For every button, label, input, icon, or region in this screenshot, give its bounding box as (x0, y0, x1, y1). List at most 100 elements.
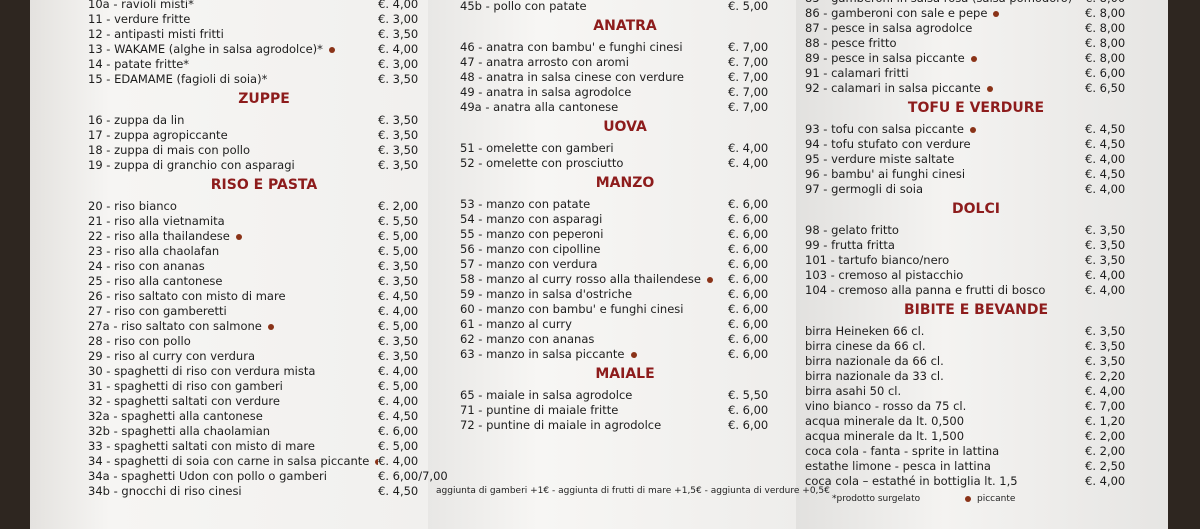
menu-item: 12 - antipasti misti fritti €. 3,50 (88, 26, 440, 41)
item-name: birra cinese da 66 cl. (805, 338, 926, 353)
item-name: 72 - puntine di maiale in agrodolce (460, 417, 662, 432)
item-price: €. 7,00 (728, 54, 769, 69)
menu-column: 10a - ravioli misti* €. 4,00 11 - verdure … (88, 0, 448, 498)
menu-item: 101 - tartufo bianco/nero €. 3,50 (805, 252, 1147, 267)
item-name: 58 - manzo al curry rosso alla thailende… (460, 271, 701, 286)
item-name-wrap: birra cinese da 66 cl. (805, 339, 1085, 353)
menu-item: 10a - ravioli misti* €. 4,00 (88, 0, 440, 11)
item-name: 54 - manzo con asparagi (460, 211, 603, 226)
menu-item: 49a - anatra alla cantonese €. 7,00 (460, 99, 790, 114)
item-name: 32a - spaghetti alla cantonese (88, 408, 263, 423)
menu-item: 11 - verdure fritte €. 3,00 (88, 11, 440, 26)
menu-item: 96 - bambu' ai funghi cinesi €. 4,50 (805, 166, 1147, 181)
item-name-wrap: birra Heineken 66 cl. (805, 324, 1085, 338)
item-name-wrap: 14 - patate fritte* (88, 57, 378, 71)
menu-item: 60 - manzo con bambu' e funghi cinesi €. … (460, 301, 790, 316)
menu-item: 86 - gamberoni con sale e pepe €. 8,00 (805, 5, 1147, 20)
item-name-wrap: birra asahi 50 cl. (805, 384, 1085, 398)
menu-item: 34 - spaghetti di soia con carne in sals… (88, 453, 440, 468)
menu-item: 21 - riso alla vietnamita €. 5,50 (88, 213, 440, 228)
menu-item: coca cola – estathé in bottiglia lt. 1,5… (805, 473, 1147, 488)
menu-item: 27a - riso saltato con salmone €. 5,00 (88, 318, 440, 333)
item-name-wrap: 54 - manzo con asparagi (460, 212, 728, 226)
item-price: €. 4,00 (378, 363, 419, 378)
item-name: 24 - riso con ananas (88, 258, 205, 273)
item-name-wrap: birra nazionale da 33 cl. (805, 369, 1085, 383)
menu-item: 30 - spaghetti di riso con verdura mista… (88, 363, 440, 378)
item-name-wrap: 72 - puntine di maiale in agrodolce (460, 418, 728, 432)
item-price: €. 6,00 (728, 417, 769, 432)
item-name: 71 - puntine di maiale fritte (460, 402, 619, 417)
item-name: 15 - EDAMAME (fagioli di soia)* (88, 71, 268, 86)
item-name: 18 - zuppa di mais con pollo (88, 142, 251, 157)
menu-item: 16 - zuppa da lin €. 3,50 (88, 112, 440, 127)
item-name-wrap: 103 - cremoso al pistacchio (805, 268, 1085, 282)
item-name: 49 - anatra in salsa agrodolce (460, 84, 632, 99)
item-name: estathe limone - pesca in lattina (805, 458, 991, 473)
menu-item: 51 - omelette con gamberi €. 4,00 (460, 140, 790, 155)
menu-item: 45b - pollo con patate €. 5,00 (460, 0, 790, 13)
item-name: 29 - riso al curry con verdura (88, 348, 255, 363)
menu-item: 47 - anatra arrosto con aromi €. 7,00 (460, 54, 790, 69)
item-name: 11 - verdure fritte (88, 11, 191, 26)
spicy-dot (986, 85, 993, 92)
item-price: €. 5,50 (728, 387, 769, 402)
item-name-wrap: 28 - riso con pollo (88, 334, 378, 348)
item-price: €. 3,50 (378, 142, 419, 157)
menu-item: vino bianco - rosso da 75 cl. €. 7,00 (805, 398, 1147, 413)
menu-item: 49 - anatra in salsa agrodolce €. 7,00 (460, 84, 790, 99)
menu-item: 54 - manzo con asparagi €. 6,00 (460, 211, 790, 226)
item-name-wrap: coca cola - fanta - sprite in lattina (805, 444, 1085, 458)
menu-item: 27 - riso con gamberetti €. 4,00 (88, 303, 440, 318)
menu-item: 22 - riso alla thailandese €. 5,00 (88, 228, 440, 243)
item-name-wrap: 19 - zuppa di granchio con asparagi (88, 158, 378, 172)
menu-item: 89 - pesce in salsa piccante €. 8,00 (805, 50, 1147, 65)
item-name-wrap: 60 - manzo con bambu' e funghi cinesi (460, 302, 728, 316)
menu-item: 59 - manzo in salsa d'ostriche €. 6,00 (460, 286, 790, 301)
item-name: 93 - tofu con salsa piccante (805, 121, 964, 136)
item-name: 53 - manzo con patate (460, 196, 591, 211)
menu-item: 28 - riso con pollo €. 3,50 (88, 333, 440, 348)
item-name-wrap: 46 - anatra con bambu' e funghi cinesi (460, 40, 728, 54)
item-name-wrap: 52 - omelette con prosciutto (460, 156, 728, 170)
item-price: €. 4,50 (1085, 136, 1126, 151)
spicy-dot (630, 351, 637, 358)
menu-item: 17 - zuppa agropiccante €. 3,50 (88, 127, 440, 142)
item-price: €. 7,00 (728, 99, 769, 114)
item-name: 27 - riso con gamberetti (88, 303, 227, 318)
item-name-wrap: 98 - gelato fritto (805, 223, 1085, 237)
item-price: €. 3,50 (1085, 323, 1126, 338)
item-name: 52 - omelette con prosciutto (460, 155, 624, 170)
item-name-wrap: vino bianco - rosso da 75 cl. (805, 399, 1085, 413)
item-price: €. 6,00 (728, 301, 769, 316)
menu-item: acqua minerale da lt. 1,500 €. 2,00 (805, 428, 1147, 443)
spicy-dot (993, 10, 1000, 17)
item-price: €. 5,00 (378, 438, 419, 453)
item-name: 45b - pollo con patate (460, 0, 587, 13)
menu-item: 34a - spaghetti Udon con pollo o gamberi… (88, 468, 448, 483)
panel (30, 0, 428, 529)
item-name-wrap: 88 - pesce fritto (805, 36, 1085, 50)
item-name: 46 - anatra con bambu' e funghi cinesi (460, 39, 683, 54)
item-price: €. 5,50 (378, 213, 419, 228)
item-name-wrap: 86 - gamberoni con sale e pepe (805, 6, 1085, 20)
item-price: €. 3,50 (1085, 338, 1126, 353)
item-name-wrap: 11 - verdure fritte (88, 12, 378, 26)
item-name-wrap: 49a - anatra alla cantonese (460, 100, 728, 114)
spicy-dot (235, 233, 242, 240)
item-name-wrap: 53 - manzo con patate (460, 197, 728, 211)
item-price: €. 4,50 (1085, 166, 1126, 181)
item-name-wrap: 94 - tofu stufato con verdure (805, 137, 1085, 151)
item-price: €. 3,50 (378, 112, 419, 127)
item-price: €. 4,00 (1085, 473, 1126, 488)
menu-item: 55 - manzo con peperoni €. 6,00 (460, 226, 790, 241)
item-name: 97 - germogli di soia (805, 181, 923, 196)
item-name: 104 - cremoso alla panna e frutti di bos… (805, 282, 1046, 297)
item-price: €. 4,00 (728, 155, 769, 170)
item-name: 31 - spaghetti di riso con gamberi (88, 378, 283, 393)
item-name-wrap: 93 - tofu con salsa piccante (805, 122, 1085, 136)
item-name: 22 - riso alla thailandese (88, 228, 230, 243)
item-name: 87 - pesce in salsa agrodolce (805, 20, 973, 35)
item-name: acqua minerale da lt. 0,500 (805, 413, 965, 428)
item-price: €. 5,00 (378, 378, 419, 393)
